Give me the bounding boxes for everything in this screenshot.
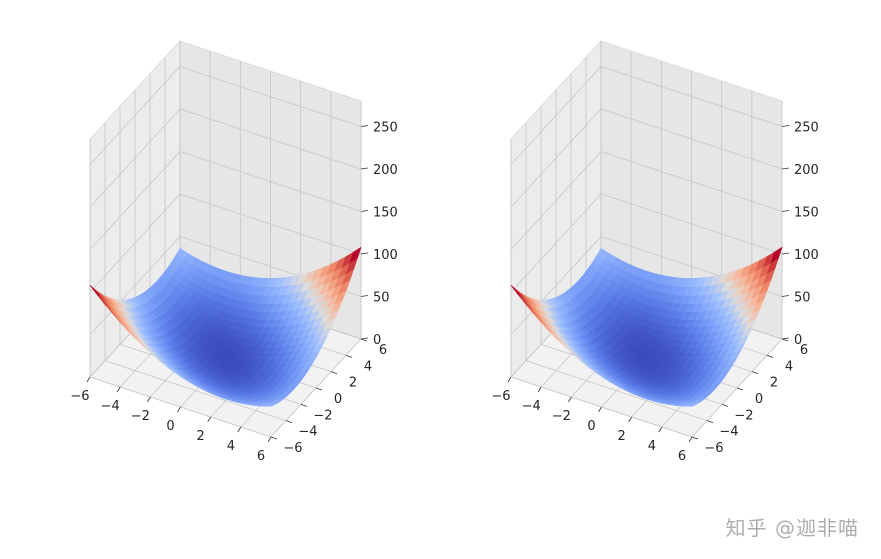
z-tick-label-0: 0 — [373, 333, 381, 348]
x-tick-label-5: 4 — [227, 439, 235, 454]
y-tick-label-1: −4 — [298, 425, 317, 440]
y-tick-label-4: 2 — [770, 376, 778, 391]
z-tick-mark-5 — [781, 125, 790, 127]
y-tick-label-4: 2 — [349, 376, 357, 391]
x-tick-mark-1 — [537, 386, 542, 393]
y-tick-label-3: 0 — [755, 392, 763, 407]
y-tick-mark-3 — [315, 387, 323, 391]
x-tick-label-6: 6 — [257, 449, 265, 464]
x-tick-label-6: 6 — [678, 449, 686, 464]
x-tick-mark-5 — [658, 426, 663, 433]
x-tick-mark-0 — [507, 376, 512, 383]
y-tick-label-6: 6 — [379, 343, 387, 358]
x-tick-label-1: −4 — [522, 399, 541, 414]
y-tick-label-0: −6 — [283, 441, 302, 456]
x-tick-mark-5 — [237, 426, 242, 433]
y-tick-mark-3 — [736, 387, 744, 391]
y-tick-mark-5 — [345, 354, 353, 358]
z-tick-mark-4 — [360, 167, 369, 170]
z-tick-mark-0 — [781, 337, 790, 340]
y-tick-mark-2 — [300, 403, 308, 407]
z-tick-label-4: 200 — [373, 163, 398, 178]
x-tick-mark-6 — [688, 436, 693, 443]
z-tick-label-2: 100 — [373, 248, 398, 263]
x-tick-label-2: −2 — [131, 409, 150, 424]
y-tick-label-6: 6 — [800, 343, 808, 358]
z-tick-mark-2 — [360, 252, 369, 255]
z-tick-mark-1 — [360, 295, 369, 297]
x-tick-label-5: 4 — [648, 439, 656, 454]
z-tick-label-1: 50 — [373, 291, 390, 306]
x-tick-mark-0 — [86, 376, 91, 383]
y-tick-label-1: −4 — [719, 425, 738, 440]
z-tick-label-4: 200 — [794, 163, 819, 178]
x-tick-label-0: −6 — [491, 389, 510, 404]
z-tick-label-5: 250 — [373, 121, 398, 136]
x-tick-mark-1 — [116, 386, 121, 393]
x-tick-mark-2 — [567, 396, 572, 403]
y-tick-label-0: −6 — [704, 441, 723, 456]
x-tick-label-1: −4 — [101, 399, 120, 414]
surface — [89, 246, 362, 407]
z-tick-label-3: 150 — [373, 206, 398, 221]
y-tick-mark-6 — [781, 338, 789, 342]
y-tick-mark-5 — [766, 354, 774, 358]
y-tick-mark-4 — [751, 371, 759, 375]
x-tick-mark-4 — [207, 416, 212, 423]
surface-patch-23-0 — [684, 404, 697, 407]
y-tick-mark-0 — [270, 436, 278, 440]
y-tick-mark-4 — [330, 371, 338, 375]
z-tick-label-5: 250 — [794, 121, 819, 136]
z-tick-mark-4 — [781, 167, 790, 170]
x-tick-label-3: 0 — [587, 419, 595, 434]
z-tick-label-1: 50 — [794, 291, 811, 306]
watermark: 知乎 @迦非喵 — [725, 516, 859, 540]
x-tick-label-4: 2 — [618, 429, 626, 444]
z-tick-label-2: 100 — [794, 248, 819, 263]
z-tick-mark-3 — [360, 210, 369, 212]
z-tick-label-0: 0 — [794, 333, 802, 348]
x-tick-label-0: −6 — [70, 389, 89, 404]
y-tick-mark-6 — [360, 338, 368, 342]
x-tick-mark-3 — [177, 406, 181, 413]
x-tick-mark-3 — [598, 406, 602, 413]
z-tick-mark-0 — [360, 337, 369, 340]
x-tick-mark-6 — [267, 436, 272, 443]
x-tick-label-4: 2 — [197, 429, 205, 444]
y-tick-mark-0 — [691, 436, 699, 440]
y-tick-mark-1 — [706, 420, 714, 424]
y-tick-mark-2 — [721, 403, 729, 407]
surface-patch-23-0 — [263, 404, 276, 407]
z-tick-mark-2 — [781, 252, 790, 255]
z-tick-mark-3 — [781, 210, 790, 212]
x-tick-label-2: −2 — [552, 409, 571, 424]
y-tick-label-3: 0 — [334, 392, 342, 407]
z-tick-label-3: 150 — [794, 206, 819, 221]
z-tick-mark-5 — [360, 125, 369, 127]
x-tick-mark-4 — [628, 416, 633, 423]
z-tick-mark-1 — [781, 295, 790, 297]
y-tick-label-5: 4 — [785, 359, 793, 374]
y-tick-label-2: −2 — [734, 408, 753, 423]
y-tick-label-2: −2 — [313, 408, 332, 423]
x-tick-label-3: 0 — [166, 419, 174, 434]
x-tick-mark-2 — [146, 396, 151, 403]
y-tick-label-5: 4 — [364, 359, 372, 374]
surface — [510, 246, 783, 407]
y-tick-mark-1 — [285, 420, 293, 424]
